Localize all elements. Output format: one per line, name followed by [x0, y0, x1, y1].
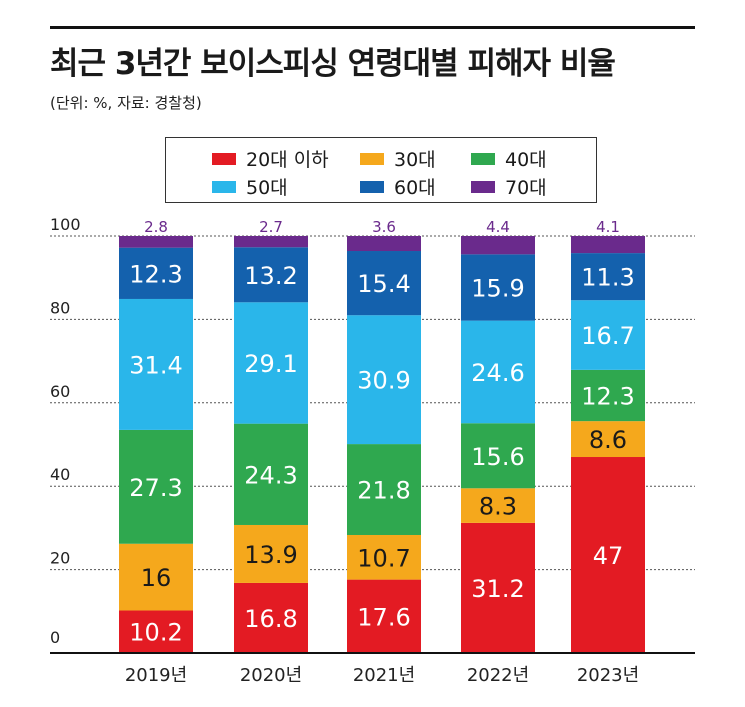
data-label-2-2: 13.9: [244, 541, 297, 569]
data-label-3-1: 17.6: [357, 603, 410, 631]
bar-segment-4-3: [461, 423, 535, 489]
top-rule: [50, 26, 695, 29]
data-label-2-6: 2.7: [259, 218, 283, 236]
bar-segment-5-3: [571, 369, 645, 422]
data-label-1-5: 12.3: [129, 260, 182, 288]
bar-segment-4-6: [461, 236, 535, 255]
bar-segment-2-2: [234, 524, 308, 583]
y-tick-label-20: 20: [50, 549, 70, 568]
bar-segment-2-5: [234, 247, 308, 303]
data-label-5-3: 12.3: [581, 383, 634, 411]
data-label-2-1: 16.8: [244, 605, 297, 633]
data-label-3-5: 15.4: [357, 270, 410, 298]
data-label-2-4: 29.1: [244, 350, 297, 378]
bar-segment-3-2: [347, 534, 421, 580]
x-tick-label-2: 2020년: [240, 665, 302, 686]
bar-segment-5-1: [571, 457, 645, 653]
bar-segment-1-2: [119, 543, 193, 611]
legend-swatch-70s: [471, 180, 495, 193]
legend-swatch-60s: [360, 180, 384, 193]
legend-item-70s: 70대: [471, 173, 547, 200]
legend-label-60s: 60대: [394, 177, 436, 199]
data-label-4-2: 8.3: [479, 493, 517, 521]
bar-segment-1-5: [119, 247, 193, 299]
data-label-1-1: 10.2: [129, 619, 182, 647]
data-label-5-5: 11.3: [581, 264, 634, 292]
bar-segment-5-4: [571, 300, 645, 370]
bar-segment-1-6: [119, 236, 193, 248]
x-tick-label-1: 2019년: [125, 665, 187, 686]
bar-segment-5-5: [571, 253, 645, 301]
bar-segment-4-2: [461, 488, 535, 523]
bar-segment-3-6: [347, 236, 421, 252]
legend-label-50s: 50대: [246, 177, 288, 199]
bar-segment-1-1: [119, 610, 193, 653]
data-label-3-6: 3.6: [372, 218, 396, 236]
bar-segment-2-1: [234, 582, 308, 653]
y-tick-label-0: 0: [50, 628, 60, 647]
legend-swatch-30s: [360, 152, 384, 165]
data-label-4-6: 4.4: [486, 218, 510, 236]
x-tick-label-4: 2022년: [467, 665, 529, 686]
data-label-1-2: 16: [141, 564, 172, 592]
data-label-4-5: 15.9: [471, 274, 524, 302]
bar-segment-1-4: [119, 298, 193, 430]
data-label-5-6: 4.1: [596, 218, 620, 236]
bar-segment-5-6: [571, 236, 645, 254]
bar-segment-3-3: [347, 444, 421, 535]
data-label-3-2: 10.7: [357, 544, 410, 572]
bar-segment-4-1: [461, 522, 535, 653]
legend: 20대 이하 30대 40대 50대 60대 70대: [165, 137, 597, 203]
data-label-5-1: 47: [593, 542, 624, 570]
data-label-4-4: 24.6: [471, 359, 524, 387]
data-label-1-6: 2.8: [144, 218, 168, 236]
data-label-1-4: 31.4: [129, 351, 182, 379]
bar-segment-3-1: [347, 579, 421, 653]
chart-title: 최근 3년간 보이스피싱 연령대별 피해자 비율: [50, 46, 616, 82]
legend-item-60s: 60대: [360, 173, 436, 200]
data-label-5-4: 16.7: [581, 322, 634, 350]
data-label-2-5: 13.2: [244, 262, 297, 290]
legend-label-40s: 40대: [505, 149, 547, 171]
data-label-5-2: 8.6: [589, 426, 627, 454]
data-label-4-1: 31.2: [471, 575, 524, 603]
bar-segment-3-4: [347, 315, 421, 445]
y-tick-label-100: 100: [50, 215, 81, 234]
legend-item-50s: 50대: [212, 173, 288, 200]
legend-swatch-50s: [212, 180, 236, 193]
chart-subtitle: (단위: %, 자료: 경찰청): [50, 94, 202, 112]
bar-segment-3-5: [347, 251, 421, 316]
legend-label-20s-under: 20대 이하: [246, 149, 329, 171]
bar-segment-2-4: [234, 302, 308, 424]
y-tick-label-60: 60: [50, 382, 70, 401]
data-label-1-3: 27.3: [129, 474, 182, 502]
data-label-3-4: 30.9: [357, 367, 410, 395]
legend-swatch-20s-under: [212, 152, 236, 165]
y-tick-label-80: 80: [50, 298, 70, 317]
legend-swatch-40s: [471, 152, 495, 165]
data-label-3-3: 21.8: [357, 477, 410, 505]
legend-label-30s: 30대: [394, 149, 436, 171]
bar-segment-1-3: [119, 429, 193, 544]
bar-segment-4-5: [461, 254, 535, 321]
legend-item-20s-under: 20대 이하: [212, 145, 329, 172]
legend-item-40s: 40대: [471, 145, 547, 172]
bar-segment-2-6: [234, 236, 308, 248]
legend-label-70s: 70대: [505, 177, 547, 199]
legend-item-30s: 30대: [360, 145, 436, 172]
data-label-2-3: 24.3: [244, 461, 297, 489]
bar-segment-5-2: [571, 421, 645, 458]
bar-segment-2-3: [234, 423, 308, 525]
data-label-4-3: 15.6: [471, 443, 524, 471]
x-tick-label-3: 2021년: [353, 665, 415, 686]
y-tick-label-40: 40: [50, 465, 70, 484]
bar-segment-4-4: [461, 320, 535, 424]
x-tick-label-5: 2023년: [577, 665, 639, 686]
